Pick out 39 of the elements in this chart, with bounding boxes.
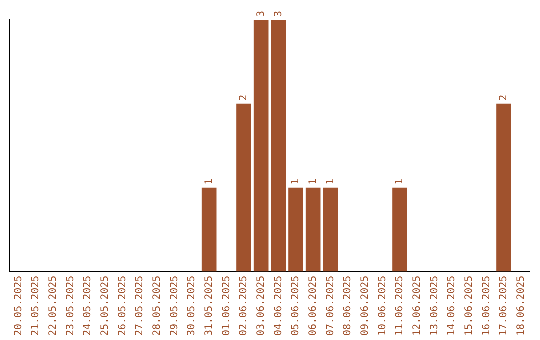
x-tick-label: 14.06.2025: [446, 276, 458, 336]
data-label: 1: [325, 178, 336, 185]
x-tick-label: 23.05.2025: [65, 276, 76, 336]
x-tick-label: 09.06.2025: [360, 276, 371, 336]
x-tick-label: 21.05.2025: [30, 276, 42, 336]
x-tick-label: 12.06.2025: [412, 276, 423, 336]
x-tick-label: 02.06.2025: [238, 276, 250, 336]
x-tick-label: 31.05.2025: [204, 276, 215, 336]
x-tick-label: 30.05.2025: [186, 276, 198, 336]
data-label: 1: [204, 178, 215, 185]
data-label: 3: [256, 10, 267, 17]
x-tick-label: 18.06.2025: [516, 276, 527, 336]
x-tick-label: 05.06.2025: [290, 276, 302, 336]
x-tick-label: 15.06.2025: [464, 276, 475, 336]
x-tick-label: 04.06.2025: [273, 276, 284, 336]
data-label: 1: [394, 178, 406, 185]
x-tick-label: 17.06.2025: [498, 276, 510, 336]
x-tick-label: 13.06.2025: [429, 276, 440, 336]
x-tick-label: 01.06.2025: [221, 276, 232, 336]
x-tick-label: 27.05.2025: [134, 276, 146, 336]
x-tick-label: 16.06.2025: [481, 276, 492, 336]
data-label: 1: [290, 178, 302, 185]
x-tick-label: 10.06.2025: [377, 276, 388, 336]
x-tick-label: 26.05.2025: [117, 276, 128, 336]
x-tick-label: 06.06.2025: [308, 276, 319, 336]
x-tick-label: 03.06.2025: [256, 276, 267, 336]
x-tick-label: 25.05.2025: [100, 276, 111, 336]
x-tick-label: 24.05.2025: [82, 276, 94, 336]
data-label: 2: [498, 94, 510, 101]
x-tick-label: 20.05.2025: [13, 276, 24, 336]
x-tick-label: 28.05.2025: [152, 276, 163, 336]
x-tick-label: 07.06.2025: [325, 276, 336, 336]
data-label: 1: [308, 178, 319, 185]
x-tick-label: 29.05.2025: [169, 276, 180, 336]
data-label: 2: [238, 94, 250, 101]
x-tick-label: 22.05.2025: [48, 276, 59, 336]
data-label: 3: [273, 10, 284, 17]
x-tick-label: 11.06.2025: [394, 276, 406, 336]
x-tick-label: 08.06.2025: [342, 276, 354, 336]
